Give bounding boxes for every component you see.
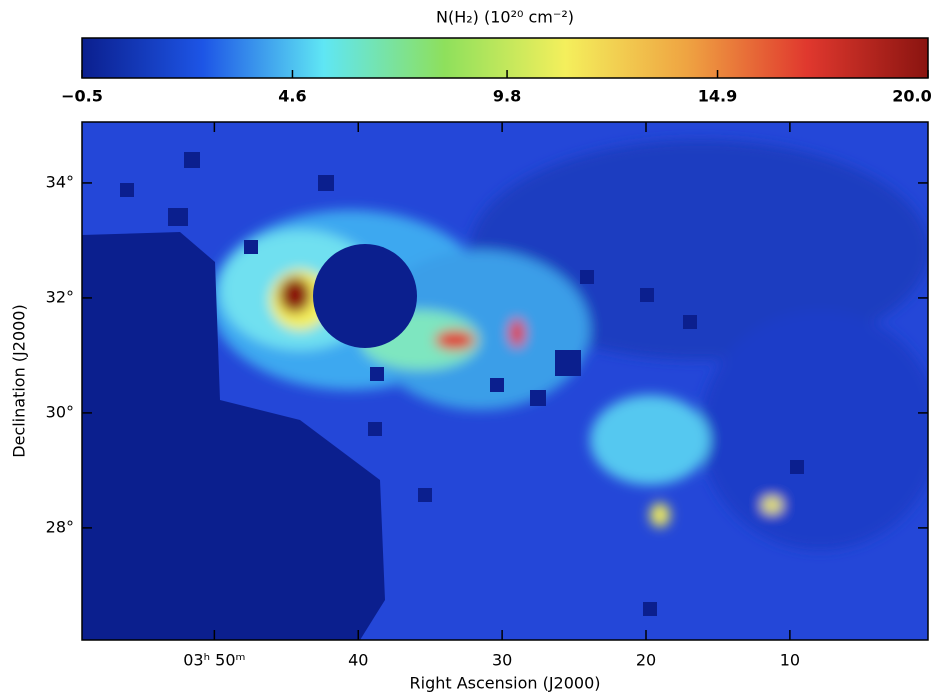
x-tick-label: 20: [636, 651, 656, 670]
colorbar: [81, 37, 929, 79]
colorbar-tick-label: −0.5: [61, 87, 103, 106]
x-axis-label: Right Ascension (J2000): [410, 674, 601, 693]
y-tick-label: 32°: [46, 287, 74, 306]
x-tick-label: 03ʰ 50ᵐ: [183, 651, 245, 670]
colorbar-tick-label: 4.6: [278, 87, 306, 106]
x-tick-label: 40: [348, 651, 368, 670]
y-tick-label: 28°: [46, 517, 74, 536]
x-tick-label: 30: [492, 651, 512, 670]
image: [82, 122, 928, 640]
colorbar-tick-label: 14.9: [698, 87, 737, 106]
y-axis-label: Declination (J2000): [10, 304, 29, 457]
colorbar-label: N(H₂) (10²⁰ cm⁻²): [436, 8, 574, 27]
colorbar-tick-label: 9.8: [493, 87, 521, 106]
y-tick-label: 34°: [46, 172, 74, 191]
x-tick-label: 10: [780, 651, 800, 670]
colorbar-tick-label: 20.0: [892, 87, 931, 106]
plot-frame: [81, 121, 929, 641]
y-tick-label: 30°: [46, 402, 74, 421]
